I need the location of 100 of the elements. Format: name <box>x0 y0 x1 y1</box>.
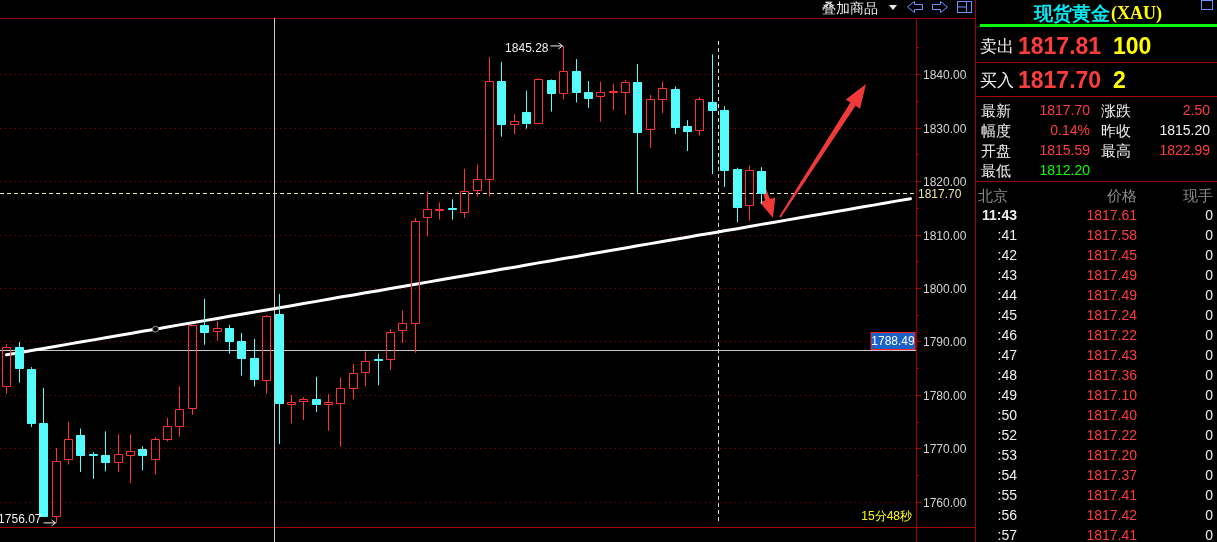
text: 1817.43 <box>1086 347 1138 364</box>
text: :45 <box>997 307 1018 324</box>
candlestick <box>411 217 420 354</box>
candlestick <box>683 119 692 152</box>
text: :53 <box>997 447 1018 464</box>
candlestick <box>361 351 370 387</box>
candlestick <box>349 363 358 400</box>
candlestick <box>522 90 531 130</box>
candlestick <box>646 94 655 149</box>
text: 幅度 <box>981 121 1011 139</box>
candlestick <box>312 376 321 413</box>
ref-line-label: 1817.70 <box>918 186 962 201</box>
text: 0.14% <box>1050 122 1090 138</box>
y-tick-label: 1830.00 <box>923 121 967 136</box>
text: 1817.49 <box>1086 287 1138 304</box>
candlestick <box>262 314 271 395</box>
text: 0 <box>1205 467 1214 484</box>
candlestick <box>448 198 457 221</box>
candlestick <box>374 353 383 386</box>
candlestick <box>658 81 667 114</box>
candlestick <box>15 341 24 384</box>
text: 11:43 <box>981 207 1018 223</box>
text: 1817.45 <box>1086 247 1138 264</box>
candlestick <box>671 85 680 135</box>
text: 1817.61 <box>1086 207 1138 223</box>
candlestick <box>101 430 110 472</box>
text: 北京 <box>978 186 1008 204</box>
candlestick <box>695 96 704 137</box>
text: 买入 <box>980 70 1014 90</box>
candlestick <box>2 343 11 395</box>
text: 1817.49 <box>1086 267 1138 284</box>
candlestick <box>324 393 333 432</box>
text: :56 <box>997 507 1018 524</box>
candlestick <box>633 63 642 194</box>
candlestick <box>287 394 296 424</box>
text: 0 <box>1205 267 1214 284</box>
text: 1817.40 <box>1086 407 1138 424</box>
text: 1817.24 <box>1086 307 1138 324</box>
text: 1822.99 <box>1159 142 1211 158</box>
text: 1817.58 <box>1086 227 1138 244</box>
text: 0 <box>1205 427 1214 444</box>
candlestick <box>559 45 568 100</box>
text: 涨跌 <box>1101 101 1131 119</box>
text: :57 <box>997 527 1018 542</box>
candlestick <box>213 320 222 342</box>
text: :55 <box>997 487 1018 504</box>
text: :43 <box>997 267 1018 284</box>
candlestick <box>27 366 36 428</box>
text: 价格 <box>1106 186 1137 204</box>
candlestick <box>398 309 407 344</box>
candlestick <box>175 385 184 438</box>
text: 0 <box>1205 207 1214 223</box>
text: 0 <box>1205 327 1214 344</box>
candlestick <box>225 324 234 355</box>
y-tick-label: 1840.00 <box>923 67 967 82</box>
text: 1817.37 <box>1086 467 1138 484</box>
text: :47 <box>997 347 1018 364</box>
text: 1817.22 <box>1086 427 1138 444</box>
text: 1817.42 <box>1086 507 1138 524</box>
candlestick <box>114 434 123 473</box>
text: 0 <box>1205 387 1214 404</box>
candlestick <box>497 61 506 138</box>
candlestick <box>473 164 482 198</box>
y-tick-label: 1810.00 <box>923 228 967 243</box>
candlestick <box>733 167 742 223</box>
text: :42 <box>997 247 1018 264</box>
candlestick <box>126 434 135 484</box>
y-tick-label: 1780.00 <box>923 388 967 403</box>
text: 最低 <box>981 161 1011 179</box>
text: 最高 <box>1101 141 1131 159</box>
y-tick-label: 1820.00 <box>923 174 967 189</box>
candlestick <box>621 79 630 116</box>
text: 0 <box>1205 487 1214 504</box>
candlestick <box>52 447 61 524</box>
text: 1817.41 <box>1086 487 1138 504</box>
text: 1812.20 <box>1039 162 1091 178</box>
candlestick <box>151 436 160 476</box>
text: :41 <box>997 227 1018 244</box>
candlestick <box>510 113 519 135</box>
text: 2 <box>1113 67 1126 93</box>
candlestick <box>200 298 209 346</box>
annotation: 15分48秒 <box>861 509 912 523</box>
text: 0 <box>1205 247 1214 264</box>
text: 0 <box>1205 347 1214 364</box>
text: 100 <box>1113 33 1152 59</box>
candlestick <box>250 338 259 387</box>
text: 1817.20 <box>1086 447 1138 464</box>
candlestick <box>547 78 556 113</box>
text: 1815.59 <box>1039 142 1091 158</box>
candlestick <box>237 332 246 377</box>
candlestick <box>534 77 543 124</box>
text: 1815.20 <box>1159 122 1211 138</box>
y-tick-label: 1770.00 <box>923 441 967 456</box>
candlestick <box>572 58 581 103</box>
text: 叠加商品 <box>822 0 878 16</box>
candlestick <box>76 428 85 473</box>
text: 1817.81 <box>1018 33 1102 59</box>
candlestick <box>423 190 432 237</box>
candlestick <box>596 81 605 123</box>
candlestick <box>275 293 284 445</box>
